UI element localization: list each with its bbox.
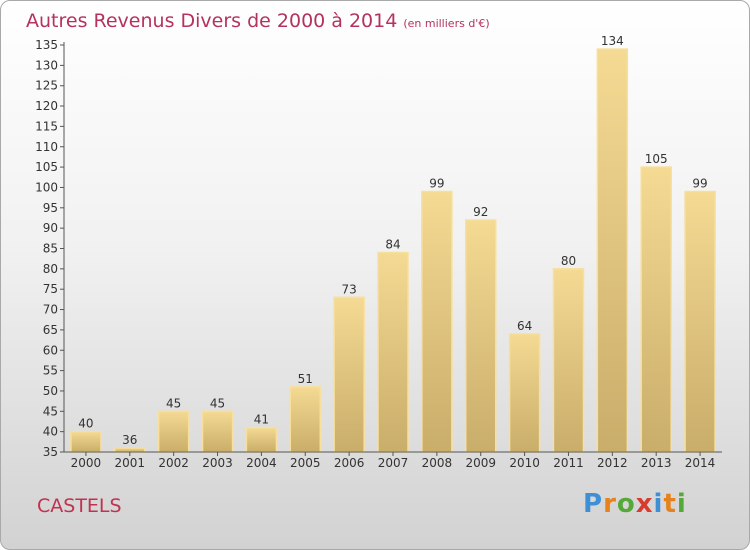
- data-label-2002: 45: [166, 396, 181, 410]
- data-label-2003: 45: [210, 396, 225, 410]
- y-tick-label: 135: [35, 38, 58, 52]
- logo-letter: i: [676, 489, 687, 519]
- y-tick-label: 125: [35, 79, 58, 93]
- bar-2007: [377, 251, 409, 453]
- x-tick-label-2002: 2002: [158, 456, 189, 470]
- logo-letter: i: [653, 489, 664, 519]
- y-tick-label: 35: [43, 445, 58, 459]
- data-label-2013: 105: [645, 152, 668, 166]
- bar-2010: [508, 333, 541, 453]
- data-label-2010: 64: [517, 319, 532, 333]
- y-tick-label: 100: [35, 180, 58, 194]
- chart-subtitle: (en milliers d'€): [403, 17, 490, 30]
- data-label-2001: 36: [122, 433, 137, 447]
- y-tick-label: 110: [35, 140, 58, 154]
- logo-letter: P: [583, 489, 604, 519]
- x-tick-label-2004: 2004: [246, 456, 277, 470]
- data-label-2008: 99: [429, 177, 444, 191]
- y-tick-label: 65: [43, 323, 58, 337]
- x-tick-label-2014: 2014: [685, 456, 716, 470]
- y-tick-label: 120: [35, 99, 58, 113]
- bar-2014: [684, 190, 716, 453]
- data-label-2011: 80: [561, 254, 576, 268]
- bar-2004: [245, 426, 278, 453]
- x-tick-label-2009: 2009: [465, 456, 496, 470]
- x-tick-label-2011: 2011: [553, 456, 584, 470]
- data-label-2006: 73: [341, 282, 356, 296]
- bar-2012: [596, 48, 629, 453]
- x-tick-label-2000: 2000: [71, 456, 102, 470]
- x-tick-label-2008: 2008: [422, 456, 453, 470]
- x-tick-label-2007: 2007: [378, 456, 409, 470]
- data-label-2009: 92: [473, 205, 488, 219]
- y-axis: 35 40 45 50 55 60 65 70 75 80 85 90 95 100 105 110 115 12…: [35, 38, 65, 459]
- data-label-2004: 41: [254, 413, 269, 427]
- bar-2009: [464, 219, 497, 453]
- y-tick-label: 95: [43, 201, 58, 215]
- data-label-2000: 40: [78, 417, 93, 431]
- y-tick-label: 90: [43, 221, 58, 235]
- bar-2002: [157, 410, 190, 453]
- chart-title-block: Autres Revenus Divers de 2000 à 2014 (en …: [26, 10, 490, 32]
- logo-letter: t: [663, 489, 677, 519]
- y-tick-label: 75: [43, 282, 58, 296]
- data-label-2005: 51: [298, 372, 313, 386]
- data-label-2014: 99: [692, 177, 707, 191]
- x-tick-label-2013: 2013: [641, 456, 672, 470]
- x-axis: 2000 2001 2002 2003 2004 2005 2006 2007 2008 2009…: [64, 451, 722, 470]
- y-tick-label: 55: [43, 364, 58, 378]
- place-name: CASTELS: [37, 495, 122, 517]
- y-tick-label: 70: [43, 303, 58, 317]
- bar-2013: [640, 166, 672, 453]
- logo-letter: x: [635, 489, 654, 519]
- data-label-2012: 134: [601, 34, 624, 48]
- y-tick-label: 115: [35, 119, 58, 133]
- y-tick-label: 105: [35, 160, 58, 174]
- x-tick-label-2012: 2012: [597, 456, 628, 470]
- x-tick-label-2003: 2003: [202, 456, 233, 470]
- x-tick-label-2006: 2006: [334, 456, 365, 470]
- bar-2011: [552, 268, 585, 453]
- bar-2005: [289, 386, 322, 453]
- y-tick-label: 80: [43, 262, 58, 276]
- y-tick-label: 50: [43, 384, 58, 398]
- bar-2003: [201, 410, 234, 453]
- bar-2000: [70, 430, 102, 453]
- bar-2006: [333, 296, 365, 453]
- logo-letter: r: [603, 489, 617, 519]
- y-tick-label: 60: [43, 343, 58, 357]
- y-tick-label: 40: [43, 425, 58, 439]
- y-tick-label: 130: [35, 58, 58, 72]
- data-label-2007: 84: [385, 238, 400, 252]
- y-tick-label: 45: [43, 404, 58, 418]
- x-tick-label-2005: 2005: [290, 456, 321, 470]
- proxiti-logo[interactable]: Proxiti: [583, 489, 687, 519]
- bar-2001: [114, 447, 146, 453]
- x-tick-label-2010: 2010: [509, 456, 540, 470]
- x-tick-label-2001: 2001: [115, 456, 146, 470]
- bar-2008: [421, 190, 453, 453]
- bars: 40 36 45 45 41 51 73 84 99 92 64 80 134 105 99: [70, 34, 716, 453]
- logo-letter: o: [616, 489, 636, 519]
- chart-title: Autres Revenus Divers de 2000 à 2014: [26, 10, 398, 32]
- y-tick-label: 85: [43, 242, 58, 256]
